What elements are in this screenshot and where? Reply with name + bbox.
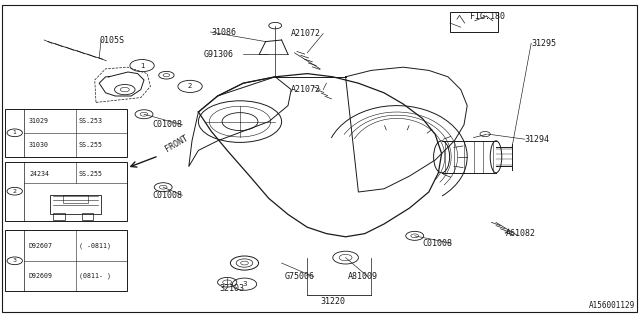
- Bar: [50, 196, 101, 214]
- Text: 31295: 31295: [531, 39, 556, 48]
- Text: SS.253: SS.253: [79, 118, 102, 124]
- Text: (0811- ): (0811- ): [79, 273, 111, 279]
- Text: G75006: G75006: [285, 272, 315, 281]
- Text: A21072: A21072: [291, 29, 321, 38]
- Text: 31294: 31294: [525, 135, 550, 144]
- Text: 32103: 32103: [220, 284, 244, 293]
- Text: C01008: C01008: [152, 191, 182, 200]
- Text: 24234: 24234: [29, 171, 49, 177]
- Text: 0105S: 0105S: [99, 36, 124, 44]
- Bar: [63, 196, 88, 204]
- Text: 31220: 31220: [320, 297, 345, 306]
- Text: A156001129: A156001129: [589, 301, 635, 310]
- Text: 1: 1: [140, 63, 145, 68]
- Text: G91306: G91306: [204, 50, 234, 59]
- Text: C01008: C01008: [422, 239, 452, 248]
- Text: ( -0811): ( -0811): [79, 242, 111, 249]
- Bar: [450, 12, 498, 32]
- Text: A21072: A21072: [291, 85, 321, 94]
- Bar: [53, 213, 65, 220]
- Text: A81009: A81009: [348, 272, 378, 281]
- Text: 31086: 31086: [211, 28, 236, 36]
- Bar: [5, 109, 127, 157]
- Text: 3: 3: [13, 258, 17, 263]
- Text: FRONT: FRONT: [163, 133, 189, 154]
- Text: 31029: 31029: [28, 118, 48, 124]
- Text: 1: 1: [13, 130, 17, 135]
- Text: FIG.180: FIG.180: [470, 12, 506, 21]
- Text: 2: 2: [188, 84, 192, 89]
- Text: D92607: D92607: [28, 243, 52, 249]
- Bar: [82, 213, 93, 220]
- Text: 31030: 31030: [28, 142, 48, 148]
- Bar: [5, 230, 127, 291]
- Text: D92609: D92609: [28, 273, 52, 279]
- Text: A61082: A61082: [506, 229, 536, 238]
- Text: 2: 2: [13, 189, 17, 194]
- Text: SS.255: SS.255: [79, 171, 102, 177]
- Text: SS.255: SS.255: [79, 142, 102, 148]
- Text: 3: 3: [242, 281, 247, 287]
- Bar: [5, 162, 127, 221]
- Text: C01008: C01008: [152, 120, 182, 129]
